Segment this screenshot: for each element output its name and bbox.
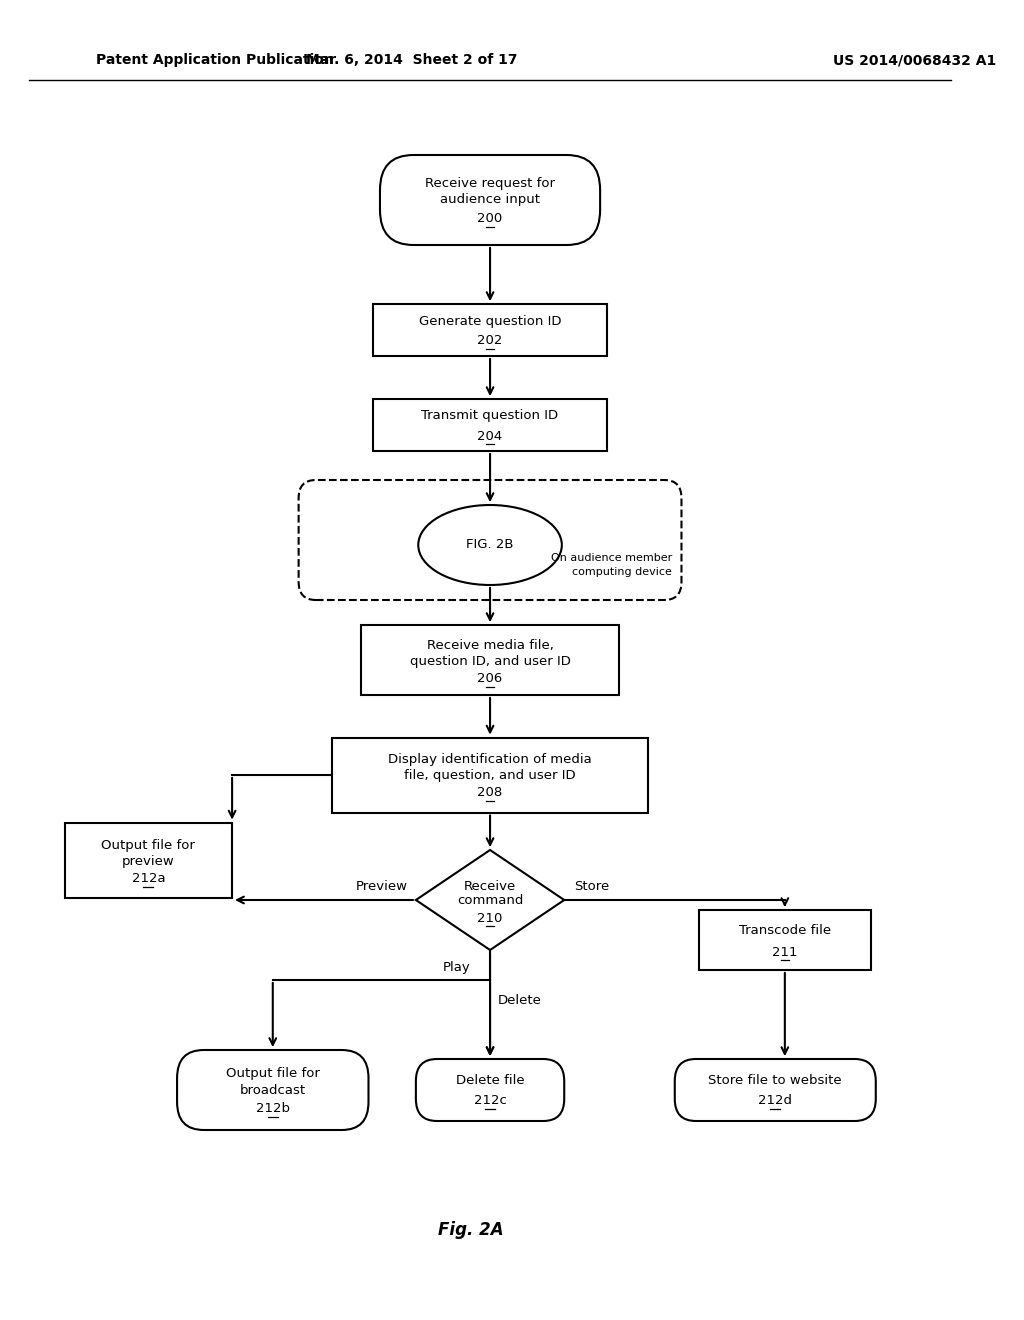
- Text: 210: 210: [477, 912, 503, 924]
- Bar: [65, 822, 232, 898]
- Text: Receive media file,: Receive media file,: [427, 639, 554, 652]
- Bar: [698, 909, 871, 970]
- Text: FIG. 2B: FIG. 2B: [466, 539, 514, 552]
- FancyBboxPatch shape: [416, 1059, 564, 1121]
- Bar: [373, 304, 607, 356]
- Text: Output file for: Output file for: [226, 1068, 319, 1081]
- Ellipse shape: [418, 506, 562, 585]
- Text: 211: 211: [772, 945, 798, 958]
- Text: broadcast: broadcast: [240, 1085, 306, 1097]
- Text: Preview: Preview: [356, 879, 409, 892]
- Text: Generate question ID: Generate question ID: [419, 314, 561, 327]
- Text: 212a: 212a: [131, 873, 165, 886]
- Text: Receive request for: Receive request for: [425, 177, 555, 190]
- Text: question ID, and user ID: question ID, and user ID: [410, 655, 570, 668]
- Text: Patent Application Publication: Patent Application Publication: [95, 53, 334, 67]
- Bar: [360, 624, 620, 696]
- Text: Play: Play: [443, 961, 471, 974]
- Text: US 2014/0068432 A1: US 2014/0068432 A1: [833, 53, 996, 67]
- Text: 200: 200: [477, 213, 503, 226]
- FancyBboxPatch shape: [380, 154, 600, 246]
- Text: Delete: Delete: [498, 994, 542, 1006]
- FancyBboxPatch shape: [675, 1059, 876, 1121]
- Bar: [373, 399, 607, 451]
- Text: audience input: audience input: [440, 194, 540, 206]
- Text: Store file to website: Store file to website: [709, 1073, 842, 1086]
- Text: 212b: 212b: [256, 1102, 290, 1115]
- Text: 212d: 212d: [759, 1094, 793, 1107]
- Text: 202: 202: [477, 334, 503, 347]
- Text: 212c: 212c: [474, 1094, 507, 1107]
- Text: Receive: Receive: [464, 879, 516, 892]
- Text: Fig. 2A: Fig. 2A: [438, 1221, 504, 1239]
- Text: 204: 204: [477, 429, 503, 442]
- Text: Mar. 6, 2014  Sheet 2 of 17: Mar. 6, 2014 Sheet 2 of 17: [306, 53, 517, 67]
- Text: Store: Store: [573, 879, 609, 892]
- Text: command: command: [457, 895, 523, 908]
- Text: On audience member: On audience member: [551, 553, 672, 564]
- FancyBboxPatch shape: [177, 1049, 369, 1130]
- Text: Output file for: Output file for: [101, 840, 196, 853]
- Text: Transmit question ID: Transmit question ID: [422, 409, 559, 422]
- Text: file, question, and user ID: file, question, and user ID: [404, 768, 575, 781]
- Text: computing device: computing device: [572, 568, 672, 577]
- Text: 206: 206: [477, 672, 503, 685]
- Text: Display identification of media: Display identification of media: [388, 752, 592, 766]
- Text: Delete file: Delete file: [456, 1073, 524, 1086]
- Text: Transcode file: Transcode file: [738, 924, 830, 936]
- Text: preview: preview: [122, 854, 175, 867]
- Bar: [332, 738, 648, 813]
- Polygon shape: [416, 850, 564, 950]
- FancyBboxPatch shape: [299, 480, 682, 601]
- Text: 208: 208: [477, 787, 503, 800]
